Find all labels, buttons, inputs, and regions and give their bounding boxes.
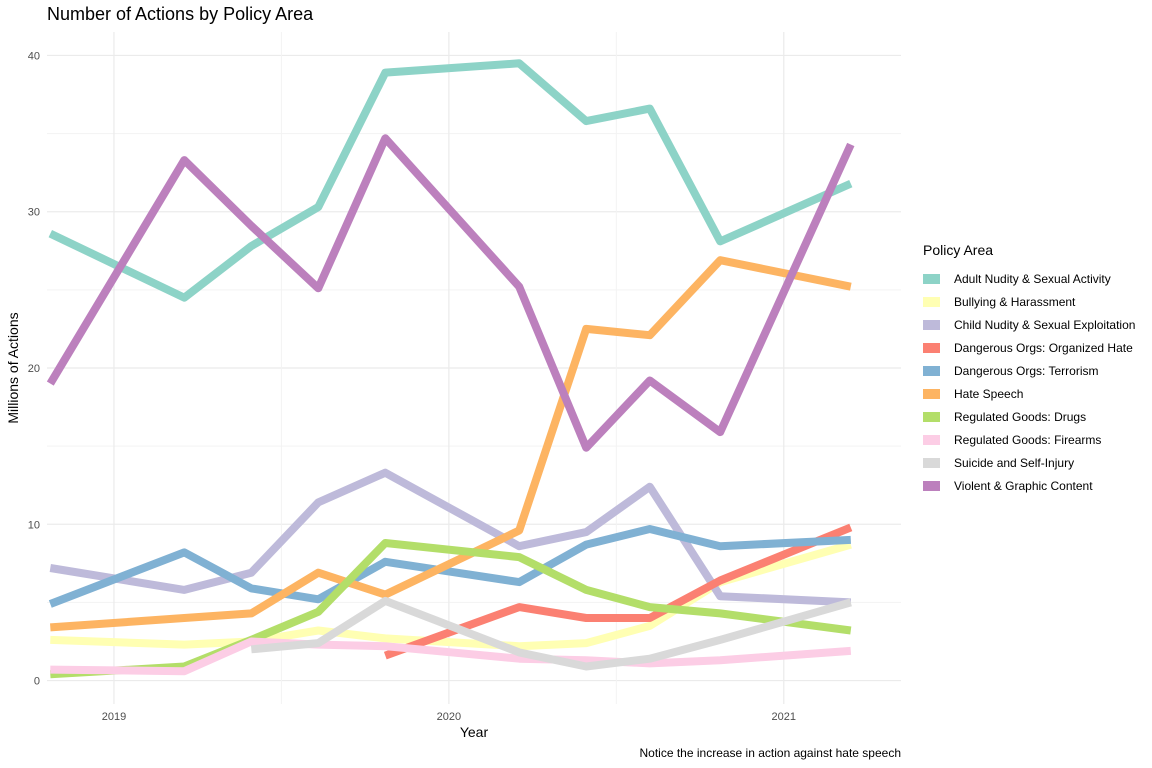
legend-label: Dangerous Orgs: Terrorism xyxy=(954,363,1099,378)
series-line xyxy=(48,525,851,608)
legend-title: Policy Area xyxy=(923,242,994,258)
series-lines xyxy=(46,59,855,679)
legend-item: Hate Speech xyxy=(923,382,1135,405)
legend-key xyxy=(923,296,940,307)
legend-item: Dangerous Orgs: Organized Hate xyxy=(923,336,1135,359)
legend-item: Regulated Goods: Drugs xyxy=(923,405,1135,428)
legend-label: Dangerous Orgs: Organized Hate xyxy=(954,340,1133,355)
legend-item: Child Nudity & Sexual Exploitation xyxy=(923,313,1135,336)
legend-item: Adult Nudity & Sexual Activity xyxy=(923,267,1135,290)
x-tick-label: 2019 xyxy=(102,711,126,723)
series-line xyxy=(50,540,852,651)
legend-label: Hate Speech xyxy=(954,386,1024,401)
legend-key xyxy=(923,365,940,376)
legend-key xyxy=(923,319,940,330)
chart-title: Number of Actions by Policy Area xyxy=(47,4,314,24)
series-line xyxy=(50,256,852,632)
legend-key xyxy=(923,480,940,491)
legend-label: Suicide and Self-Injury xyxy=(954,455,1075,470)
x-tick-label: 2021 xyxy=(772,711,796,723)
legend-item: Regulated Goods: Firearms xyxy=(923,428,1135,451)
legend-key xyxy=(923,273,940,284)
gridlines xyxy=(47,32,901,704)
legend-label: Violent & Graphic Content xyxy=(954,478,1093,493)
legend-item: Dangerous Orgs: Terrorism xyxy=(923,359,1135,382)
series-line xyxy=(383,523,853,660)
legend-key xyxy=(923,411,940,422)
y-tick-label: 10 xyxy=(28,519,40,531)
legend-label: Regulated Goods: Drugs xyxy=(954,409,1087,424)
x-axis-title: Year xyxy=(460,724,489,740)
chart-caption: Notice the increase in action against ha… xyxy=(639,746,902,760)
series-line xyxy=(50,637,852,676)
legend-key xyxy=(923,434,940,445)
legend-items: Adult Nudity & Sexual Activity Bullying &… xyxy=(923,267,1135,497)
legend: Policy Area Adult Nudity & Sexual Activi… xyxy=(923,242,1135,497)
legend-item: Bullying & Harassment xyxy=(923,290,1135,313)
x-tick-label: 2020 xyxy=(437,711,461,723)
series-line xyxy=(48,59,853,302)
legend-item: Suicide and Self-Injury xyxy=(923,451,1135,474)
y-tick-label: 40 xyxy=(28,50,40,62)
legend-item: Violent & Graphic Content xyxy=(923,474,1135,497)
legend-key xyxy=(923,342,940,353)
legend-label: Child Nudity & Sexual Exploitation xyxy=(954,317,1136,332)
legend-label: Adult Nudity & Sexual Activity xyxy=(954,271,1111,286)
legend-key xyxy=(923,457,940,468)
y-tick-label: 0 xyxy=(34,676,40,688)
legend-label: Regulated Goods: Firearms xyxy=(954,432,1102,447)
legend-key xyxy=(923,388,940,399)
y-axis-title: Millions of Actions xyxy=(5,312,21,423)
y-tick-label: 20 xyxy=(28,363,40,375)
series-line xyxy=(250,596,852,671)
legend-label: Bullying & Harassment xyxy=(954,294,1076,309)
y-tick-label: 30 xyxy=(28,207,40,219)
series-line xyxy=(46,134,855,452)
